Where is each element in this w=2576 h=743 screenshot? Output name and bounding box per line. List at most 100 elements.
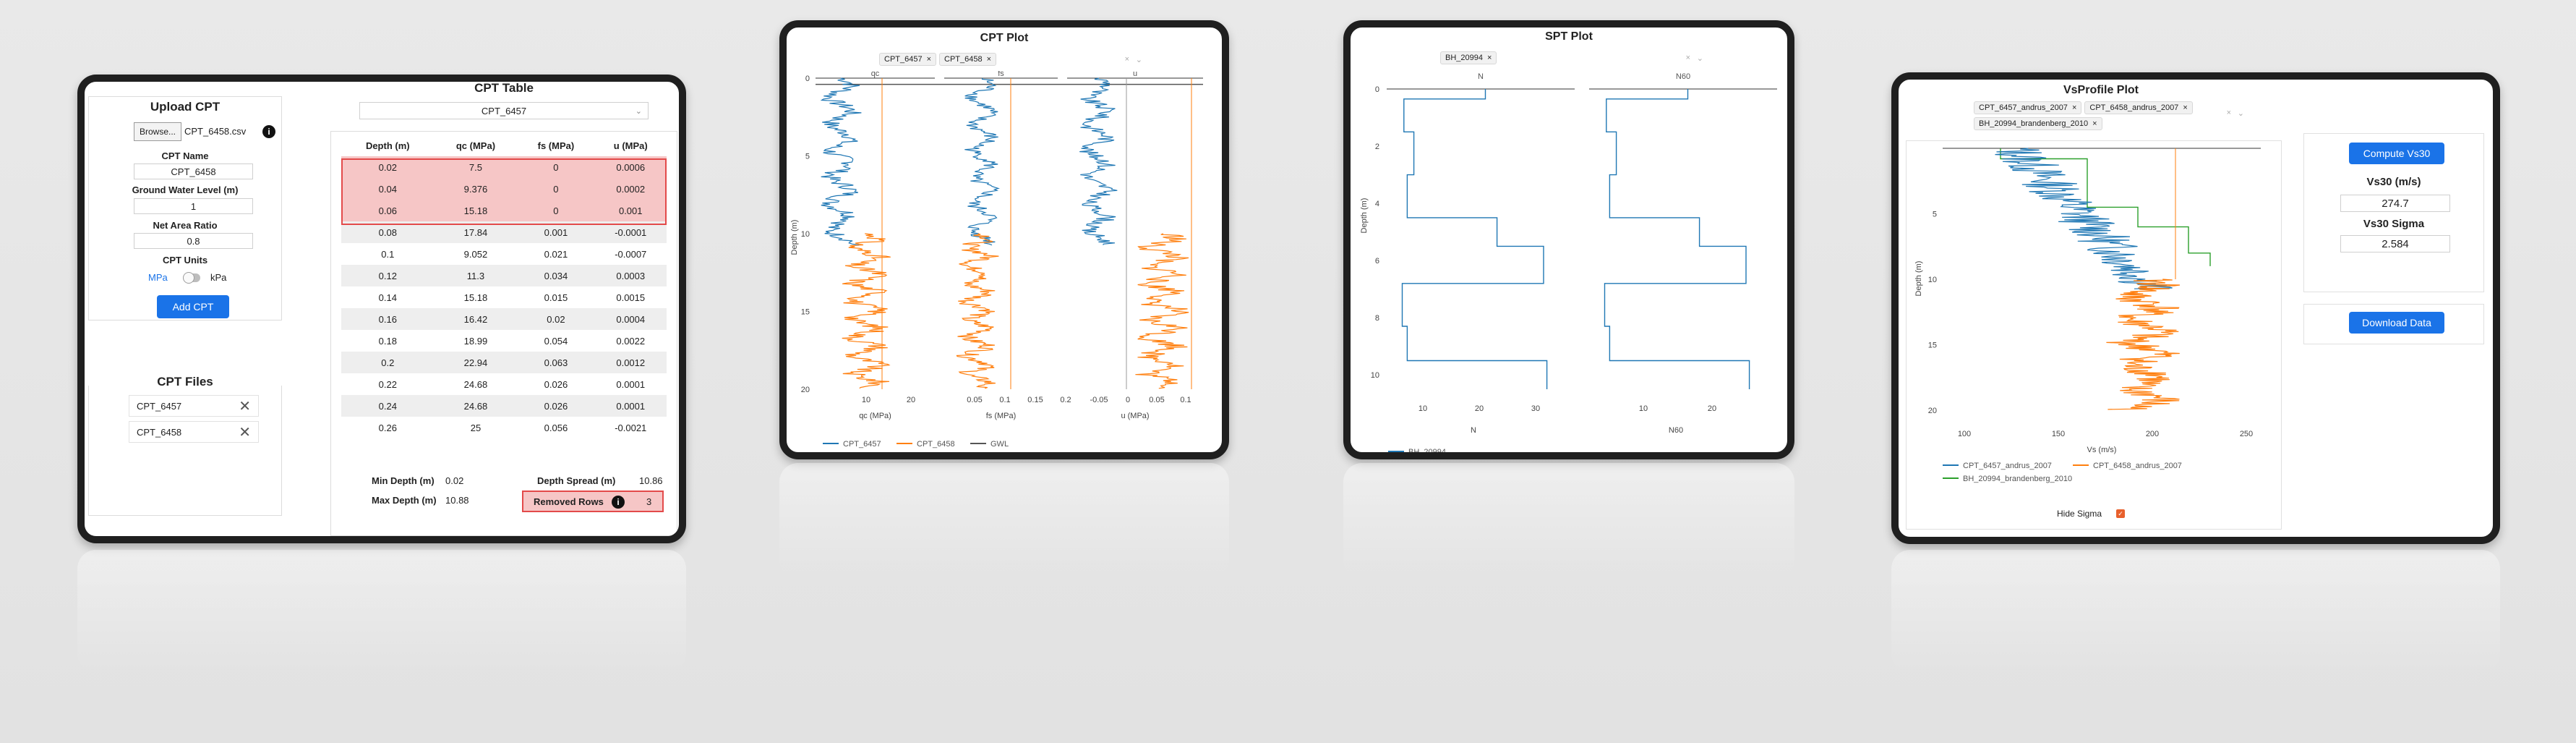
- table-cell: 9.052: [434, 243, 518, 265]
- cpt-plot-tag-select[interactable]: CPT_6457 × CPT_6458 × × ⌄: [879, 51, 1147, 68]
- table-row: 0.06 15.18 0 0.001: [341, 200, 667, 221]
- table-cell: 0.26: [341, 417, 435, 438]
- x-tick-label: 30: [1531, 404, 1540, 413]
- legend-label: BH_20994_brandenberg_2010: [1963, 475, 2072, 483]
- clear-icon[interactable]: ×: [2226, 109, 2231, 117]
- close-icon[interactable]: ×: [2071, 103, 2077, 112]
- cpt-table-select-value: CPT_6457: [481, 105, 527, 116]
- chevron-down-icon: ⌄: [1135, 55, 1142, 64]
- nar-input[interactable]: 0.8: [134, 233, 253, 249]
- table-cell: 0.054: [517, 330, 595, 352]
- table-cell: 0.063: [517, 352, 595, 373]
- legend-label: CPT_6457_andrus_2007: [1963, 462, 2052, 470]
- min-depth-value: 0.02: [445, 475, 464, 486]
- bh-20994-brandenberg-trace: [2000, 148, 2211, 266]
- download-data-button[interactable]: Download Data: [2349, 312, 2444, 334]
- close-icon[interactable]: ×: [2183, 103, 2188, 112]
- vs30-panel: Compute Vs30 Vs30 (m/s) 274.7 Vs30 Sigma…: [2303, 133, 2484, 292]
- subplot-title: qc: [871, 71, 880, 78]
- tag-label: BH_20994_brandenberg_2010: [1979, 119, 2089, 128]
- unit-mpa-label: MPa: [148, 272, 168, 283]
- info-icon[interactable]: i: [262, 125, 275, 138]
- y-tick-label: 2: [1375, 143, 1379, 151]
- close-icon[interactable]: ×: [1487, 54, 1492, 62]
- x-axis-title: u (MPa): [1121, 412, 1149, 420]
- table-row: 0.22 24.68 0.026 0.0001: [341, 373, 667, 395]
- table-row: 0.24 24.68 0.026 0.0001: [341, 395, 667, 417]
- add-cpt-button[interactable]: Add CPT: [157, 295, 229, 318]
- hide-sigma-label: Hide Sigma: [2057, 509, 2102, 519]
- y-axis-title: Depth (m): [790, 220, 799, 255]
- table-row: 0.08 17.84 0.001 -0.0001: [341, 221, 667, 243]
- tag[interactable]: CPT_6457 ×: [879, 53, 937, 66]
- cpt-table: Depth (m) qc (MPa) fs (MPa) u (MPa) 0.02…: [341, 135, 667, 438]
- legend-label: CPT_6458_andrus_2007: [2093, 462, 2182, 470]
- file-item[interactable]: CPT_6458 ✕: [129, 421, 259, 443]
- table-cell: 22.94: [434, 352, 518, 373]
- tablet-reflection: [77, 550, 686, 673]
- info-icon[interactable]: i: [612, 496, 625, 509]
- close-icon[interactable]: ✕: [239, 424, 251, 441]
- cpt-6457-andrus-trace: [1995, 148, 2173, 289]
- cpt-table-select[interactable]: CPT_6457 ⌄: [359, 102, 649, 119]
- table-cell: 0.06: [341, 200, 435, 221]
- browse-button[interactable]: Browse...: [134, 122, 181, 141]
- tag[interactable]: BH_20994 ×: [1440, 51, 1497, 64]
- spt-plot-tag-select[interactable]: BH_20994 × × ⌄: [1440, 49, 1708, 67]
- y-tick-label: 15: [801, 308, 810, 317]
- vs-plot-chart: 5 10 15 20 Depth (m) 100 150 200 250 Vs (m/s) CPT_…: [1914, 148, 2261, 483]
- x-axis-title: N60: [1669, 426, 1683, 435]
- table-cell: 0.0001: [594, 373, 667, 395]
- cpt-6458-trace: [956, 233, 999, 389]
- cpt-files-panel: CPT Files CPT_6457 ✕ CPT_6458 ✕: [88, 375, 282, 516]
- x-tick-label: 20: [1475, 404, 1484, 413]
- tablet-reflection: [1343, 463, 1794, 579]
- table-cell: 0.12: [341, 265, 435, 286]
- column-header: Depth (m): [365, 140, 410, 151]
- bh-20994-trace: [1604, 89, 1750, 389]
- min-depth-label: Min Depth (m): [372, 475, 435, 486]
- x-axis-title: qc (MPa): [859, 412, 891, 420]
- x-tick-label: 0.05: [967, 396, 982, 404]
- x-axis-title: N: [1471, 426, 1476, 435]
- cpt-6457-trace: [820, 77, 862, 246]
- y-tick-label: 10: [1371, 371, 1379, 380]
- tag[interactable]: CPT_6457_andrus_2007 ×: [1974, 101, 2082, 114]
- cpt-6458-andrus-trace: [2106, 279, 2181, 410]
- tag[interactable]: CPT_6458 ×: [939, 53, 997, 66]
- close-icon[interactable]: ×: [926, 55, 932, 64]
- table-row: 0.18 18.99 0.054 0.0022: [341, 330, 667, 352]
- legend-label: CPT_6457: [843, 440, 881, 449]
- clear-icon[interactable]: ×: [1124, 55, 1129, 64]
- table-row: 0.04 9.376 0 0.0002: [341, 178, 667, 200]
- y-tick-label: 10: [1928, 276, 1937, 284]
- cpt-table-body: 0.02 7.5 0 0.0006 0.04 9.376 0 0.0002 0.06 15.18 0…: [341, 156, 667, 438]
- close-icon[interactable]: ×: [2092, 119, 2097, 128]
- y-tick-label: 0: [805, 75, 810, 83]
- gwl-input[interactable]: 1: [134, 198, 253, 214]
- table-cell: 0.0004: [594, 308, 667, 330]
- tag[interactable]: CPT_6458_andrus_2007 ×: [2084, 101, 2193, 114]
- file-item[interactable]: CPT_6457 ✕: [129, 395, 259, 417]
- close-icon[interactable]: ✕: [239, 398, 251, 415]
- vs-plot-tag-select[interactable]: CPT_6457_andrus_2007 × CPT_6458_andrus_20…: [1974, 101, 2248, 137]
- clear-icon[interactable]: ×: [1685, 54, 1690, 62]
- tag[interactable]: BH_20994_brandenberg_2010 ×: [1974, 117, 2102, 130]
- hide-sigma-checkbox[interactable]: ✓: [2116, 509, 2125, 518]
- vs30-label: Vs30 (m/s): [2366, 176, 2421, 188]
- table-row: 0.2 22.94 0.063 0.0012: [341, 352, 667, 373]
- x-tick-label: 0.2: [1060, 396, 1071, 404]
- table-cell: 0.0002: [594, 178, 667, 200]
- subplot-title: fs: [998, 71, 1004, 78]
- file-item-name: CPT_6457: [137, 400, 182, 412]
- table-cell: 0.026: [517, 373, 595, 395]
- cpt-name-input[interactable]: CPT_6458: [134, 164, 253, 179]
- units-toggle[interactable]: [183, 272, 200, 284]
- close-icon[interactable]: ×: [986, 55, 992, 64]
- compute-vs30-button[interactable]: Compute Vs30: [2349, 143, 2444, 164]
- table-cell: 0.2: [341, 352, 435, 373]
- upload-title: Upload CPT: [150, 100, 221, 114]
- spt-plot-chart: N N60 0 2 4 6 8 10 Depth (m) 10 20 30 10 20 N N60 BH_209…: [1360, 72, 1777, 452]
- subplot-title: N: [1478, 72, 1484, 81]
